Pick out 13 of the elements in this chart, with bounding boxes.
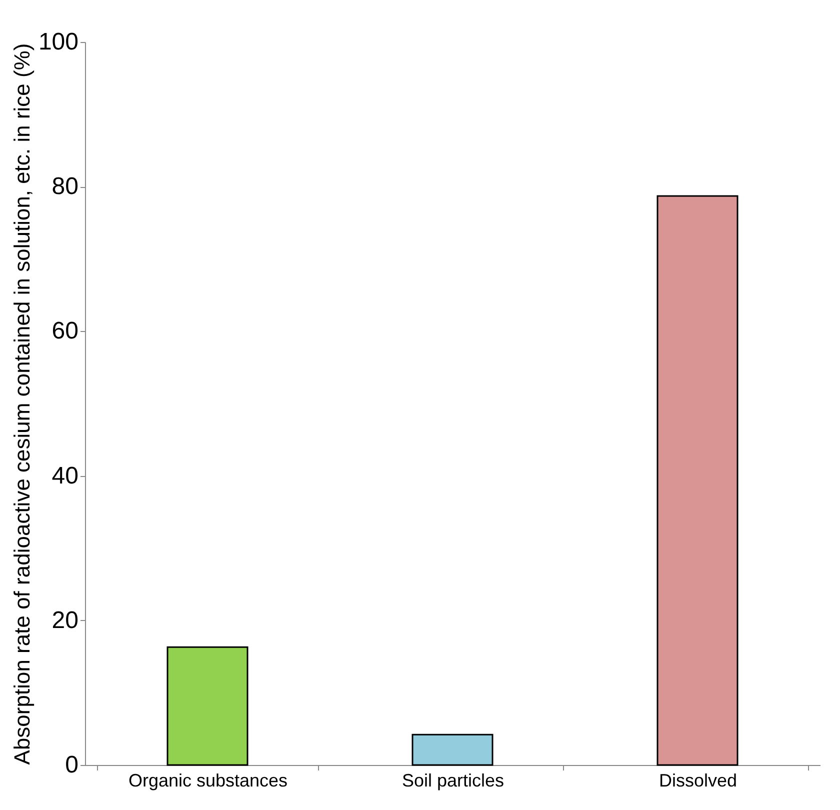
y-tick-label: 20 xyxy=(52,606,78,634)
y-tick-label: 80 xyxy=(52,173,78,200)
bar xyxy=(412,734,494,766)
y-tick-label: 40 xyxy=(52,462,78,490)
y-tick-label: 0 xyxy=(65,752,78,778)
y-axis-title: Absorption rate of radioactive cesium contained in solution, etc. in rice (%) xyxy=(9,43,34,765)
y-tick-label: 60 xyxy=(52,318,78,345)
x-tick-label: Soil particles xyxy=(402,770,504,790)
bar xyxy=(166,646,248,766)
x-tick-label: Dissolved xyxy=(658,770,738,790)
y-tick-label: 100 xyxy=(38,28,78,56)
bar xyxy=(656,195,738,766)
x-tick-label: Organic substances xyxy=(128,770,288,790)
